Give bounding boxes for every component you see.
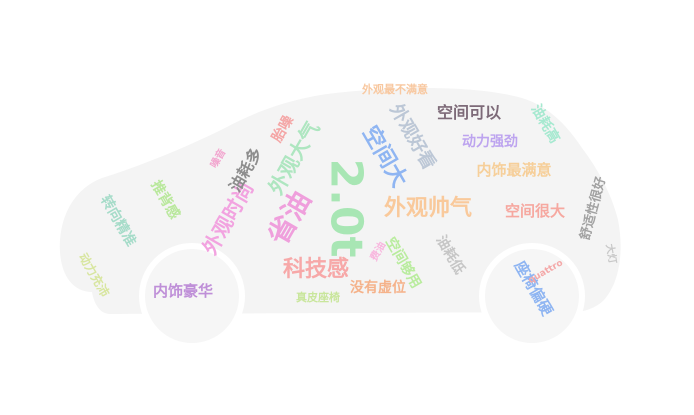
cloud-word: 动力强劲 bbox=[462, 134, 518, 150]
cloud-word: 外观最不满意 bbox=[362, 82, 428, 96]
cloud-word: 油耗低 bbox=[432, 232, 468, 278]
cloud-word: 科技感 bbox=[283, 257, 350, 282]
cloud-word: 外观时尚 bbox=[197, 177, 259, 259]
cloud-word: 空间可以 bbox=[437, 103, 502, 122]
cloud-word: 2.0t bbox=[319, 158, 371, 258]
cloud-word: 油耗高 bbox=[527, 101, 563, 147]
cloud-word: 省油 bbox=[261, 185, 318, 251]
rear-wheel bbox=[479, 243, 585, 349]
cloud-word: 大灯 bbox=[603, 243, 618, 265]
cloud-word: 空间很大 bbox=[505, 201, 566, 220]
cloud-word: 内饰最满意 bbox=[476, 160, 552, 179]
cloud-word: 转向精准 bbox=[97, 192, 139, 250]
cloud-word: 舒适性很好 bbox=[577, 174, 609, 242]
cloud-word: 噪音 bbox=[208, 147, 229, 171]
cloud-word: 内饰豪华 bbox=[153, 281, 214, 300]
cloud-word: 真皮座椅 bbox=[296, 290, 340, 304]
cloud-word: 动力充沛 bbox=[75, 250, 113, 300]
cloud-word: 费油 bbox=[368, 240, 389, 264]
cloud-word: 外观帅气 bbox=[384, 196, 473, 221]
cloud-word: 油耗多 bbox=[225, 144, 266, 196]
front-wheel bbox=[139, 243, 245, 349]
cloud-word: 没有虚位 bbox=[350, 280, 406, 296]
cloud-word: 推背感 bbox=[147, 177, 183, 223]
